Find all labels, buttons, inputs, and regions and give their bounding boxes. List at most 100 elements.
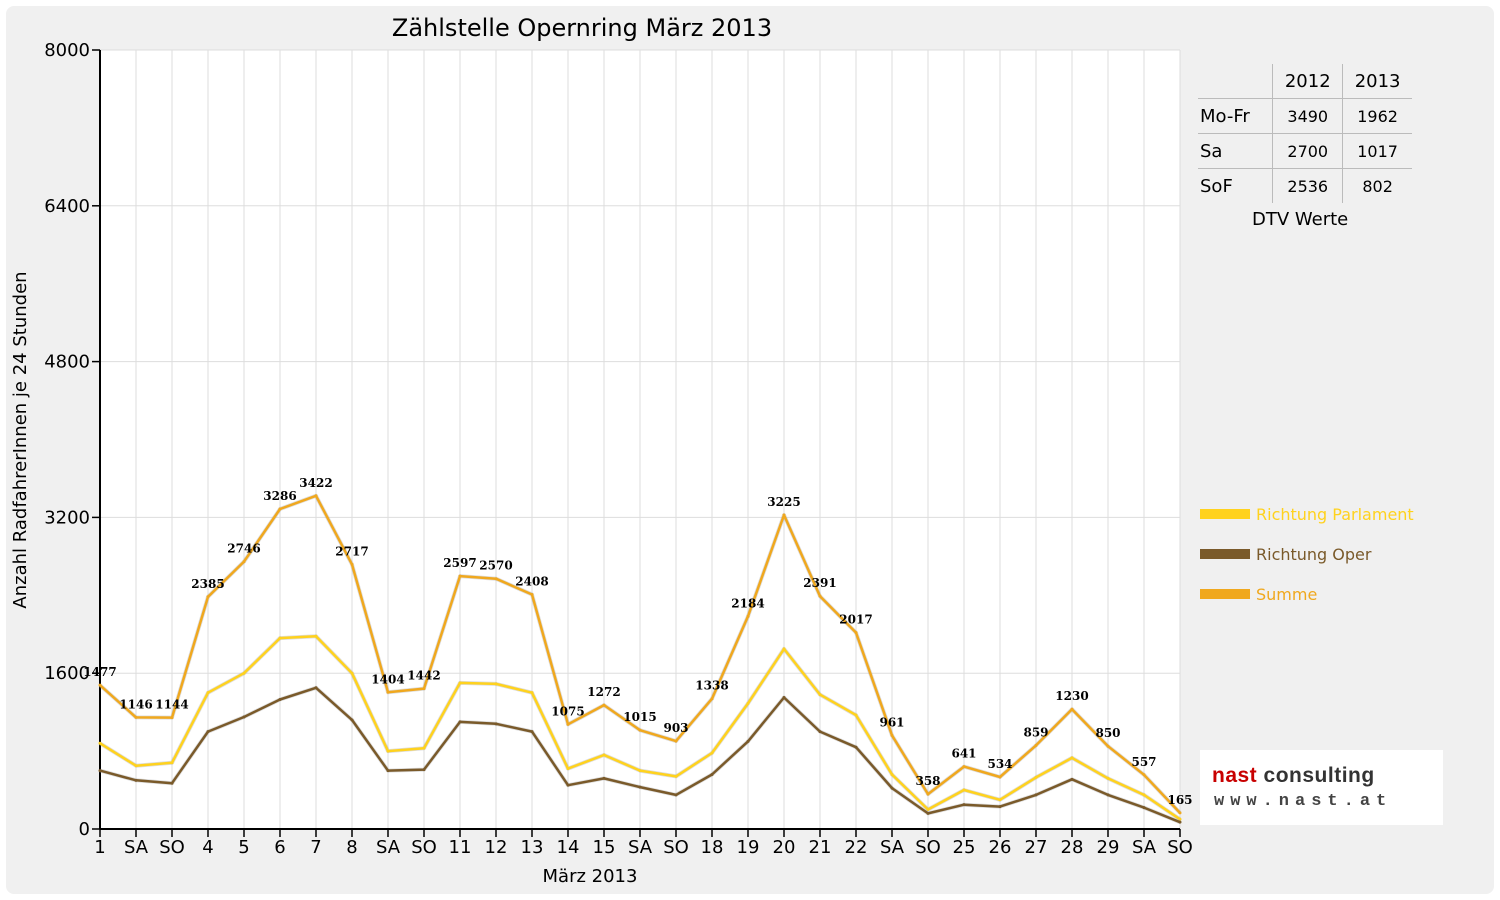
data-point [242, 671, 246, 675]
dtv-cell: 3490 [1272, 98, 1343, 134]
data-point [314, 634, 318, 638]
data-point [674, 774, 678, 778]
data-point [386, 769, 390, 773]
dtv-row-label: Sa [1198, 133, 1273, 169]
data-point [1142, 806, 1146, 810]
data-label: 1075 [551, 704, 584, 718]
x-tick-label: SO [411, 837, 437, 858]
data-point [242, 560, 246, 564]
data-label: 557 [1131, 755, 1156, 769]
data-point [962, 765, 966, 769]
dtv-cell: 1962 [1342, 98, 1412, 134]
data-point [746, 739, 750, 743]
data-point [206, 595, 210, 599]
data-point [638, 728, 642, 732]
data-point [1106, 744, 1110, 748]
data-point [854, 631, 858, 635]
data-point [494, 722, 498, 726]
data-point [1106, 793, 1110, 797]
data-label: 2017 [839, 613, 872, 627]
data-label: 2597 [443, 556, 476, 570]
y-tick-label: 4800 [44, 352, 90, 373]
x-tick-label: 25 [953, 837, 976, 858]
data-point [314, 494, 318, 498]
data-point [710, 772, 714, 776]
data-label: 1442 [407, 669, 440, 683]
data-point [1034, 793, 1038, 797]
data-point [782, 513, 786, 517]
x-tick-label: 4 [202, 837, 213, 858]
data-label: 1146 [119, 697, 152, 711]
data-point [1178, 811, 1182, 815]
data-point [1070, 756, 1074, 760]
dtv-header-2013: 2013 [1342, 64, 1412, 99]
x-tick-label: SA [376, 837, 401, 858]
data-point [422, 746, 426, 750]
y-tick-label: 1600 [44, 663, 90, 684]
data-point [746, 701, 750, 705]
data-point [1178, 820, 1182, 824]
data-point [206, 730, 210, 734]
dtv-row-label: SoF [1200, 175, 1233, 197]
data-point [350, 671, 354, 675]
x-tick-label: 5 [238, 837, 249, 858]
legend-item-parlament: Richtung Parlament [1200, 494, 1414, 534]
dtv-table: 2012 2013 Mo-Fr 3490 1962 Sa 2700 1017 S… [1198, 64, 1412, 203]
data-point [1034, 775, 1038, 779]
x-tick-label: 26 [989, 837, 1012, 858]
data-point [350, 718, 354, 722]
x-axis-label: März 2013 [543, 866, 638, 887]
data-point [134, 778, 138, 782]
data-point [890, 772, 894, 776]
y-tick-label: 0 [79, 819, 90, 840]
data-point [386, 690, 390, 694]
data-point [98, 683, 102, 687]
data-point [1142, 773, 1146, 777]
data-point [206, 691, 210, 695]
data-point [890, 733, 894, 737]
data-label: 1230 [1055, 689, 1088, 703]
data-point [962, 788, 966, 792]
legend-swatch [1200, 549, 1250, 559]
data-label: 3225 [767, 495, 800, 509]
data-point [1034, 743, 1038, 747]
data-point [458, 720, 462, 724]
plot-area: 0 1600 3200 4800 6400 8000 1 SA SO 4 5 6 7 8 SA SO 11 12 1… [44, 40, 1193, 858]
data-point [926, 792, 930, 796]
data-point [1070, 777, 1074, 781]
x-tick-label: 6 [274, 837, 285, 858]
data-point [602, 776, 606, 780]
x-tick-label: 11 [449, 837, 472, 858]
data-point [998, 798, 1002, 802]
data-label: 1338 [695, 679, 728, 693]
data-point [818, 693, 822, 697]
logo-name-part1: nast [1212, 764, 1258, 787]
data-point [350, 562, 354, 566]
data-label: 2184 [731, 596, 764, 610]
data-point [854, 713, 858, 717]
x-tick-label: SA [124, 837, 149, 858]
data-point [854, 745, 858, 749]
data-label: 961 [879, 715, 904, 729]
data-point [242, 715, 246, 719]
legend-swatch [1200, 589, 1250, 599]
chart-title: Zählstelle Opernring März 2013 [392, 14, 772, 42]
dtv-header-row: 2012 2013 [1198, 64, 1412, 99]
data-point [566, 722, 570, 726]
legend-label: Richtung Oper [1256, 544, 1372, 564]
dtv-row-label: Mo-Fr [1198, 98, 1273, 134]
x-tick-label: SO [1167, 837, 1193, 858]
data-point [278, 697, 282, 701]
data-point [638, 769, 642, 773]
x-tick-label: 7 [310, 837, 321, 858]
data-point [818, 594, 822, 598]
data-point [98, 741, 102, 745]
dtv-cell: 1017 [1342, 133, 1412, 169]
data-point [638, 785, 642, 789]
legend-label: Richtung Parlament [1256, 504, 1414, 524]
data-label: 534 [987, 757, 1012, 771]
x-tick-label: 20 [773, 837, 796, 858]
data-point [602, 753, 606, 757]
x-tick-label: SA [1132, 837, 1157, 858]
